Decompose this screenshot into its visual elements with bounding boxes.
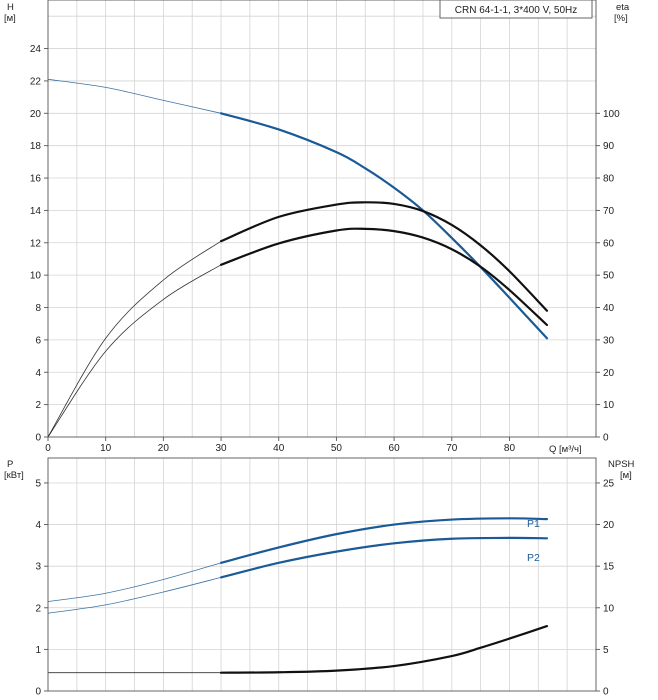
top-curves: [47, 78, 549, 438]
tick-label-x: 20: [158, 443, 170, 454]
tick-label-right: 80: [603, 174, 615, 185]
bottom-grid: [48, 458, 596, 691]
tick-label-left: 0: [35, 687, 41, 698]
p1-label: P1: [527, 518, 540, 530]
y-right-label-top-name: eta: [616, 2, 630, 13]
curve-series-1-thin: [47, 240, 222, 438]
tick-label-left: 14: [30, 206, 42, 217]
y-left-label-bottom-name: P: [7, 459, 13, 470]
bottom-plot-frame: [47, 457, 597, 692]
curve-series-1-thick: [219, 201, 549, 312]
y-left-label-bottom-unit: [кВт]: [4, 470, 24, 481]
tick-label-left: 2: [35, 603, 41, 614]
tick-label-left: 10: [30, 271, 42, 282]
tick-label-right: 25: [603, 478, 615, 489]
curve-series-2-thick: [219, 624, 549, 674]
tick-label-left: 1: [35, 645, 41, 656]
tick-label-right: 10: [603, 603, 615, 614]
tick-label-left: 4: [35, 520, 41, 531]
tick-label-left: 5: [35, 478, 41, 489]
p2-label: P2: [527, 552, 540, 564]
chart-title: CRN 64-1-1, 3*400 V, 50Hz: [455, 5, 577, 16]
model-title-box: [439, 0, 593, 19]
tick-label-x: 60: [389, 443, 401, 454]
tick-label-left: 6: [35, 335, 41, 346]
top-plot-frame: [47, 0, 597, 438]
tick-label-x: 70: [446, 443, 458, 454]
tick-label-right: 50: [603, 271, 615, 282]
tick-label-left: 8: [35, 303, 41, 314]
tick-label-left: 16: [30, 174, 42, 185]
tick-label-x: 80: [504, 443, 516, 454]
tick-label-left: 18: [30, 141, 42, 152]
curve-P2-thick: [219, 536, 549, 579]
tick-label-x: 10: [100, 443, 112, 454]
top-tick-labels: 0246810121416182022240102030405060708090…: [30, 44, 620, 454]
tick-label-right: 0: [603, 433, 609, 444]
tick-label-right: 30: [603, 335, 615, 346]
tick-label-right: 5: [603, 645, 609, 656]
bottom-curves: [47, 517, 549, 674]
tick-label-right: 10: [603, 400, 615, 411]
tick-label-right: 100: [603, 109, 620, 120]
tick-label-x: 0: [45, 443, 51, 454]
tick-label-right: 20: [603, 520, 615, 531]
y-right-label-top-unit: [%]: [614, 13, 628, 24]
curve-P1-thick: [219, 517, 549, 564]
tick-label-left: 24: [30, 44, 42, 55]
tick-label-x: 40: [273, 443, 285, 454]
tick-label-x: 50: [331, 443, 343, 454]
curve-series-2-thin: [47, 264, 222, 438]
tick-label-left: 20: [30, 109, 42, 120]
tick-label-right: 0: [603, 687, 609, 698]
top-grid: [48, 0, 596, 437]
tick-label-left: 12: [30, 238, 42, 249]
y-right-label-bottom-unit: [м]: [620, 470, 632, 481]
tick-label-left: 3: [35, 562, 41, 573]
curve-series-0-thick: [219, 112, 549, 340]
tick-label-left: 2: [35, 400, 41, 411]
tick-label-right: 90: [603, 141, 615, 152]
tick-label-left: 4: [35, 368, 41, 379]
tick-label-right: 60: [603, 238, 615, 249]
curve-P2-thin: [47, 577, 222, 614]
curve-series-2-thick: [219, 227, 549, 327]
tick-label-left: 22: [30, 76, 42, 87]
y-left-label-top-name: H: [7, 2, 14, 13]
tick-label-left: 0: [35, 433, 41, 444]
tick-label-x: 30: [215, 443, 227, 454]
tick-label-right: 70: [603, 206, 615, 217]
y-right-label-bottom-name: NPSH: [608, 459, 635, 470]
curve-P1-thin: [47, 562, 222, 602]
tick-label-right: 40: [603, 303, 615, 314]
bottom-tick-labels: 0 1 2 3 4 5 0 5 10 15 20 25: [35, 478, 614, 697]
x-axis-label: Q [м³/ч]: [549, 444, 582, 455]
tick-label-right: 15: [603, 562, 615, 573]
tick-label-right: 20: [603, 368, 615, 379]
curve-series-0-thin: [47, 78, 222, 114]
y-left-label-top-unit: [м]: [4, 13, 16, 24]
